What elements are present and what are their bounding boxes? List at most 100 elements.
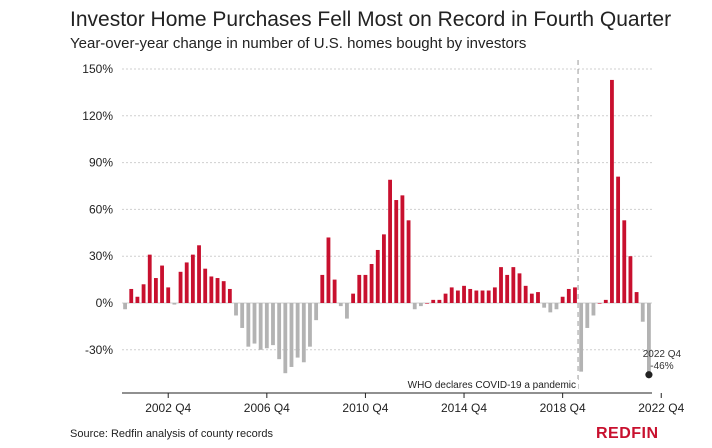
bar xyxy=(215,278,220,303)
covid-annotation-label: WHO declares COVID-19 a pandemic xyxy=(408,380,576,391)
bar xyxy=(221,281,226,303)
bar xyxy=(283,303,288,374)
bar xyxy=(425,303,429,304)
bar xyxy=(591,303,596,316)
bar xyxy=(474,290,479,303)
y-tick-label: 30% xyxy=(89,249,113,263)
bar xyxy=(431,299,436,303)
x-tick-label: 2002 Q4 xyxy=(145,401,191,415)
bar xyxy=(634,292,639,303)
bar xyxy=(573,287,577,303)
y-tick-label: 120% xyxy=(82,109,113,123)
bar xyxy=(536,292,540,303)
bar xyxy=(455,290,460,303)
bar xyxy=(264,303,269,349)
bars xyxy=(123,79,651,375)
x-tick-label: 2018 Q4 xyxy=(540,401,586,415)
y-tick-label: 0% xyxy=(96,296,114,310)
bar xyxy=(129,288,134,303)
bar xyxy=(166,287,171,303)
bar xyxy=(480,290,485,303)
bar xyxy=(394,200,399,303)
bar xyxy=(400,195,405,303)
bar xyxy=(258,303,263,350)
bar xyxy=(277,303,282,360)
bar xyxy=(492,287,497,303)
y-tick-label: 90% xyxy=(89,156,113,170)
bar xyxy=(554,303,559,310)
bar xyxy=(246,303,251,347)
bar xyxy=(345,303,349,319)
bar xyxy=(560,296,565,303)
bar xyxy=(308,303,312,347)
bar xyxy=(628,256,633,303)
bar xyxy=(271,303,275,346)
bar xyxy=(172,303,177,305)
gridlines xyxy=(122,68,652,351)
bar xyxy=(449,287,454,303)
bar xyxy=(542,303,547,308)
bar xyxy=(523,285,528,303)
covid-annotation-background xyxy=(405,379,579,392)
bar xyxy=(616,176,621,303)
bar xyxy=(647,303,651,375)
bar xyxy=(579,303,584,372)
bar xyxy=(597,303,602,304)
bar xyxy=(511,267,516,303)
callout-dot xyxy=(645,371,653,379)
source-note: Source: Redfin analysis of county record… xyxy=(70,428,273,440)
bar xyxy=(314,303,319,321)
bar xyxy=(190,254,195,303)
y-axis-ticks: 150% 120% 90% 60% 30% 0% -30% xyxy=(82,62,113,357)
x-tick-label: 2014 Q4 xyxy=(441,401,487,415)
bar xyxy=(468,288,473,303)
bar xyxy=(153,278,158,303)
bar xyxy=(388,179,392,303)
bar xyxy=(548,303,553,313)
bar xyxy=(351,293,356,303)
bar xyxy=(357,274,362,303)
callout-period-label: 2022 Q4 xyxy=(643,349,682,360)
bar xyxy=(437,299,442,303)
brand-logo: REDFIN xyxy=(596,425,659,442)
bar xyxy=(147,254,152,303)
bar xyxy=(160,265,164,303)
bar xyxy=(123,303,127,310)
bar xyxy=(418,303,423,307)
bar xyxy=(252,303,257,344)
bar xyxy=(141,284,146,303)
x-tick-label: 2006 Q4 xyxy=(244,401,290,415)
bar xyxy=(375,249,380,303)
bar xyxy=(295,303,300,358)
bar xyxy=(203,268,208,303)
bar xyxy=(301,303,306,363)
bar xyxy=(462,285,466,303)
annotations: WHO declares COVID-19 a pandemic 2022 Q4-… xyxy=(405,60,682,393)
bar xyxy=(406,220,411,303)
bar xyxy=(486,290,491,303)
bar xyxy=(369,264,374,303)
bar xyxy=(622,220,627,303)
chart-title: Investor Home Purchases Fell Most on Rec… xyxy=(70,8,672,31)
bar xyxy=(443,293,448,303)
x-tick-label: 2022 Q4 xyxy=(638,401,684,415)
bar xyxy=(382,234,386,303)
bar xyxy=(640,303,645,322)
bar xyxy=(412,303,417,310)
bar xyxy=(209,276,214,303)
bar xyxy=(197,245,201,303)
bar xyxy=(184,262,189,303)
chart-subtitle: Year-over-year change in number of U.S. … xyxy=(70,35,527,52)
bar xyxy=(332,279,337,303)
bar xyxy=(240,303,245,328)
bar xyxy=(234,303,238,316)
bar xyxy=(363,274,368,303)
bar xyxy=(326,237,331,303)
x-tick-label: 2010 Q4 xyxy=(342,401,388,415)
bar xyxy=(566,288,571,303)
bar xyxy=(610,79,614,303)
y-tick-label: -30% xyxy=(85,343,113,357)
y-tick-label: 150% xyxy=(82,62,113,76)
x-axis: 2002 Q4 2006 Q4 2010 Q4 2014 Q4 2018 Q4 2022 … xyxy=(122,392,685,415)
